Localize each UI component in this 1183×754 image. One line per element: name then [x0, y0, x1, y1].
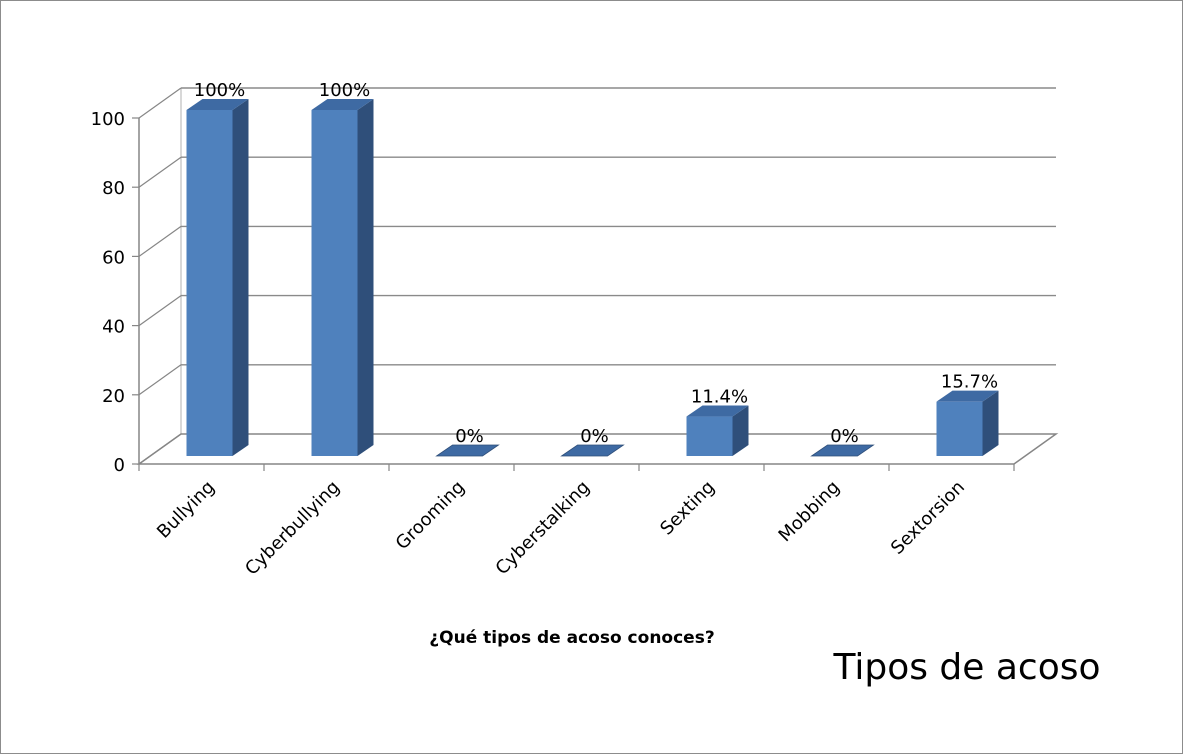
bar-sextorsion	[936, 390, 999, 456]
data-label: 0%	[830, 426, 859, 447]
bar-cyberstalking	[560, 444, 625, 457]
y-tick-label: 60	[102, 247, 125, 268]
y-tick-label: 40	[102, 317, 125, 338]
chart-title: Tipos de acoso	[832, 647, 1100, 688]
category-label: Sexting	[656, 477, 719, 540]
chart-walls	[136, 88, 1059, 471]
data-label: 0%	[580, 426, 609, 447]
y-tick-label: 20	[102, 386, 125, 407]
category-label: Cyberbullying	[241, 477, 344, 580]
category-label: Bullying	[153, 477, 219, 543]
bar-sexting	[686, 405, 749, 456]
category-label: Cyberstalking	[492, 477, 594, 579]
gridline-diagonal	[138, 295, 182, 327]
gridline-diagonal	[138, 433, 182, 465]
y-tick-label: 100	[91, 109, 125, 130]
category-label: Mobbing	[775, 477, 844, 546]
gridline-diagonal	[138, 156, 182, 188]
gridline-diagonal	[138, 364, 182, 396]
data-label: 0%	[455, 426, 484, 447]
bars	[186, 99, 999, 457]
bar-bullying	[186, 99, 249, 456]
gridlines	[138, 87, 1056, 465]
y-axis-ticks: 0 20 40 60 80 100	[91, 109, 139, 476]
data-label: 15.7%	[941, 372, 998, 393]
gridline-diagonal	[138, 225, 182, 257]
category-labels: Bullying Cyberbullying Grooming Cyberstalki…	[153, 477, 969, 580]
data-label: 100%	[194, 80, 245, 101]
gridline-diagonal	[138, 87, 182, 119]
category-label: Grooming	[392, 477, 469, 554]
bar-grooming	[435, 444, 500, 457]
y-tick-label: 0	[114, 455, 125, 476]
data-labels: 100% 100% 0% 0% 11.4% 0% 15.7%	[194, 80, 998, 447]
data-label: 100%	[319, 80, 370, 101]
bar-mobbing	[810, 444, 875, 457]
data-label: 11.4%	[691, 387, 748, 408]
y-tick-label: 80	[102, 178, 125, 199]
category-label: Sextorsion	[887, 477, 969, 559]
x-axis-label: ¿Qué tipos de acoso conoces?	[429, 628, 714, 648]
bar-cyberbullying	[311, 99, 374, 456]
